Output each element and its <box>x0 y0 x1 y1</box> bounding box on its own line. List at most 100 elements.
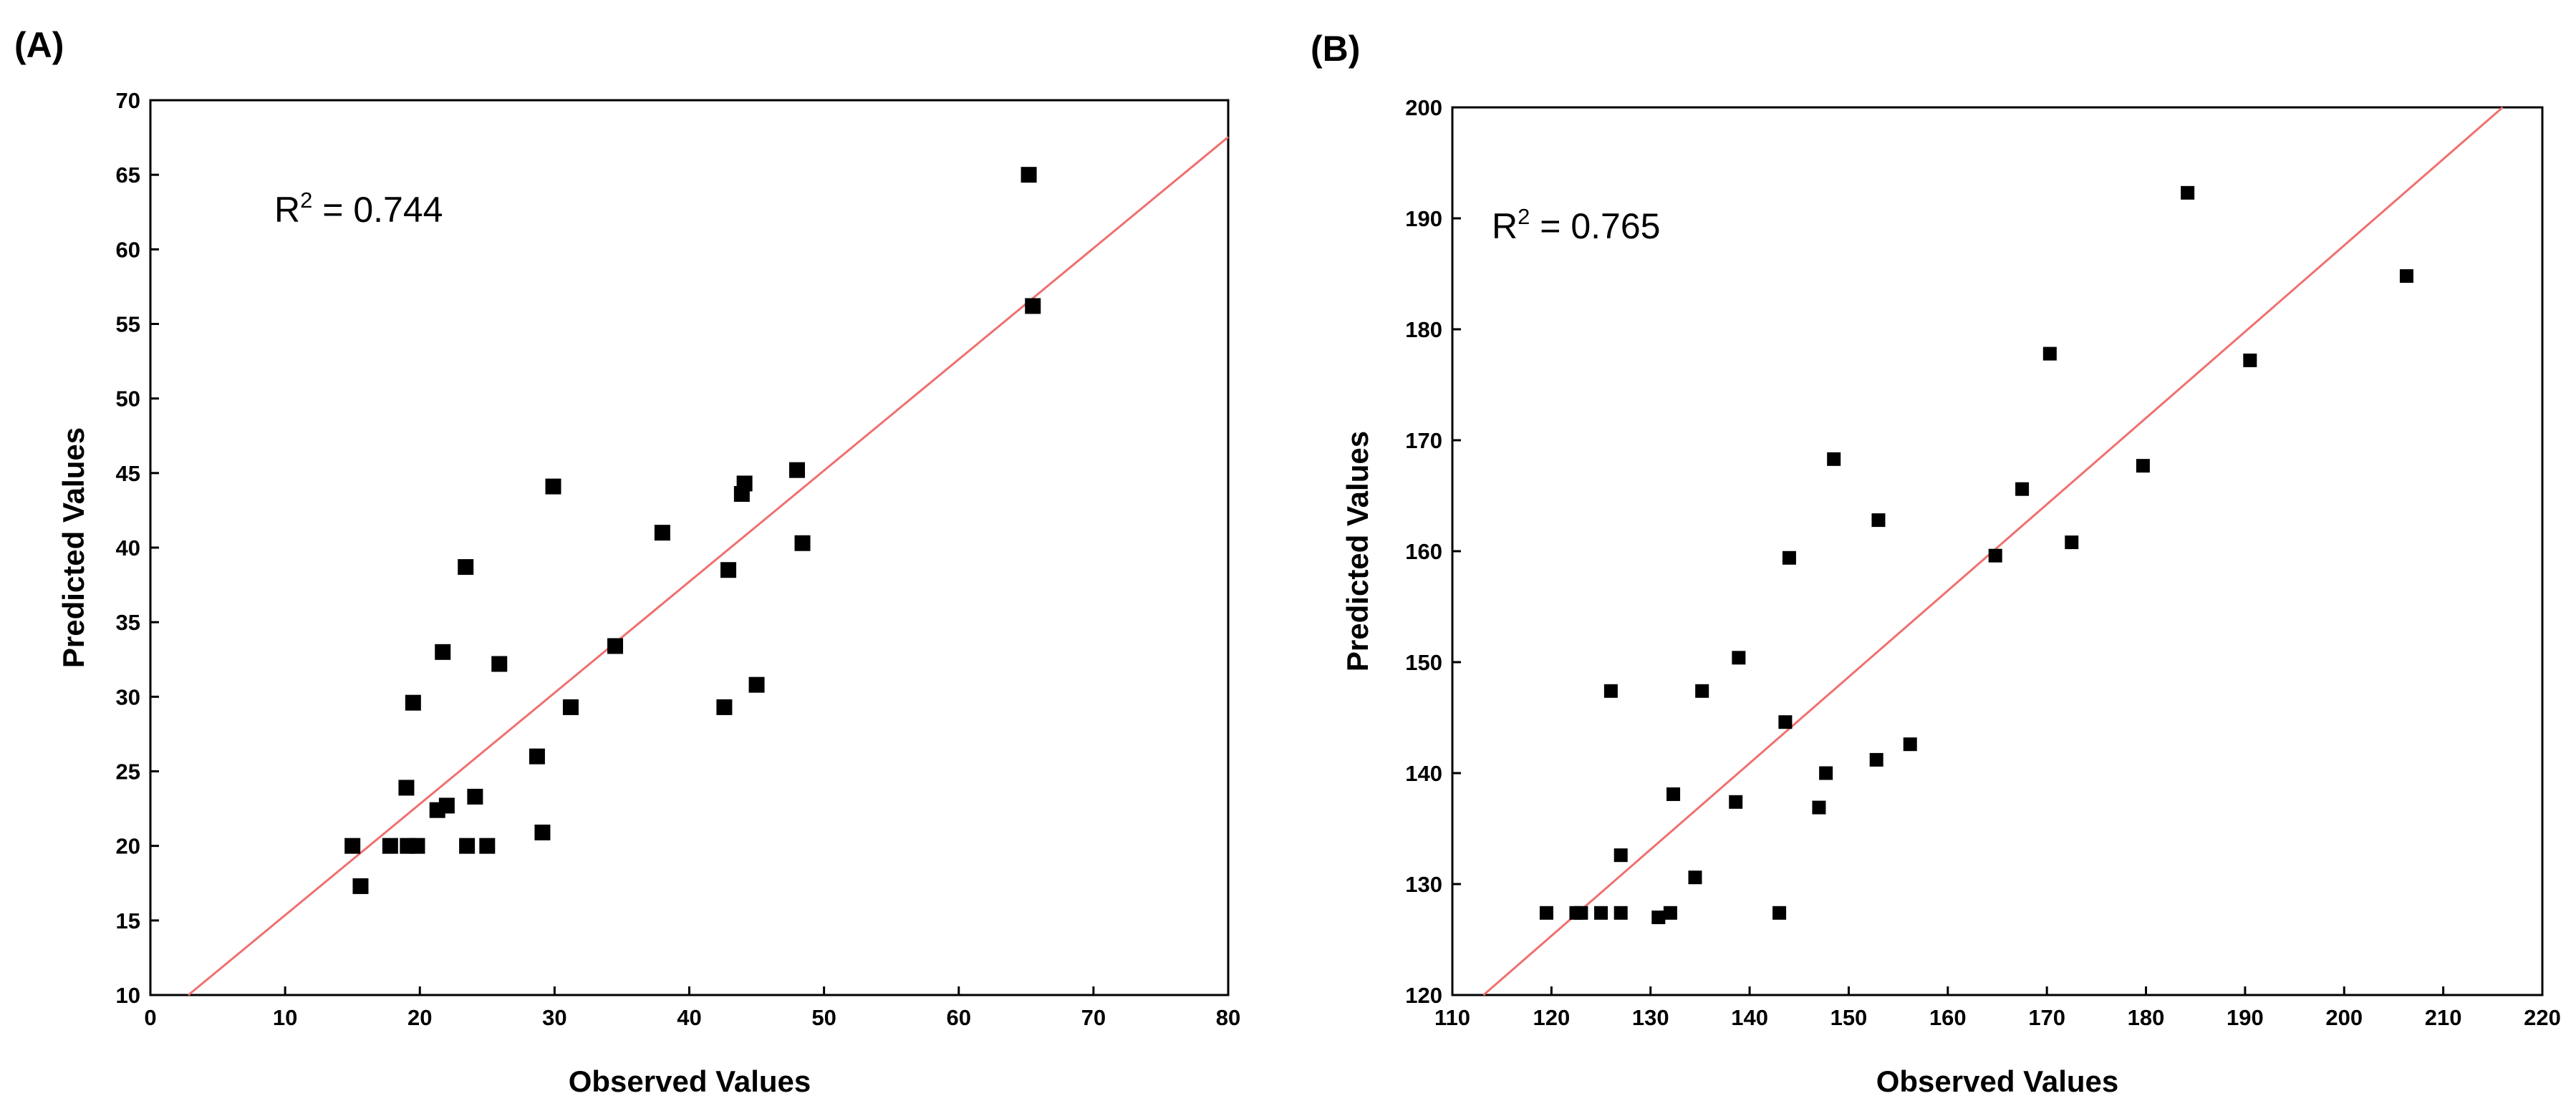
x-tick-label-b-7: 180 <box>2128 1005 2165 1030</box>
data-point-b-19 <box>1827 452 1841 466</box>
y-tick-label-b-1: 130 <box>1405 872 1442 897</box>
data-point-a-0 <box>344 838 361 854</box>
y-tick-label-b-7: 190 <box>1405 206 1442 231</box>
data-points-a <box>344 167 1041 894</box>
data-point-b-22 <box>1903 737 1917 752</box>
data-point-b-5 <box>1613 906 1628 920</box>
chart-panel-b: (B) 110 120 130 140 150 160 170 180 190 200 210 220… <box>1311 29 2561 1098</box>
data-point-a-28 <box>1021 167 1037 183</box>
y-tick-label-a-12: 70 <box>116 88 140 113</box>
x-tick-label-b-9: 200 <box>2325 1005 2363 1030</box>
data-point-a-17 <box>545 478 561 495</box>
r2-annotation-a: R2 = 0.744 <box>274 188 443 230</box>
data-point-b-4 <box>1603 684 1618 698</box>
y-tick-label-b-6: 180 <box>1405 317 1442 342</box>
fit-line-group-a <box>188 136 1229 996</box>
data-point-a-25 <box>748 676 765 693</box>
data-points-b <box>1539 185 2413 924</box>
y-tick-label-b-5: 170 <box>1405 428 1442 453</box>
y-tick-label-a-1: 15 <box>116 908 140 933</box>
r2-label-b: R <box>1492 206 1518 246</box>
data-point-b-26 <box>2065 535 2079 550</box>
data-point-a-9 <box>438 797 455 814</box>
data-point-a-27 <box>794 535 811 551</box>
r2-superscript-a: 2 <box>300 188 312 213</box>
data-point-b-24 <box>2015 482 2030 496</box>
x-tick-label-b-6: 170 <box>2028 1005 2065 1030</box>
data-point-b-16 <box>1782 550 1796 565</box>
data-point-b-0 <box>1539 906 1553 920</box>
data-point-a-19 <box>607 638 624 654</box>
x-tick-label-b-5: 160 <box>1929 1005 1967 1030</box>
x-tick-label-a-5: 50 <box>811 1005 836 1030</box>
data-point-b-25 <box>2042 346 2057 361</box>
x-tick-label-a-6: 60 <box>947 1005 971 1030</box>
y-tick-label-a-7: 45 <box>116 461 140 486</box>
x-tick-label-a-3: 30 <box>542 1005 566 1030</box>
data-point-a-18 <box>562 699 579 715</box>
data-point-a-24 <box>736 475 753 492</box>
r2-value-b: = 0.765 <box>1530 206 1660 246</box>
panel-label-a: (A) <box>14 25 64 65</box>
data-point-b-12 <box>1729 795 1743 809</box>
panel-label-b: (B) <box>1311 29 1360 69</box>
data-point-a-11 <box>459 838 476 854</box>
y-axis-ticks-b: 120 130 140 150 160 170 180 190 200 <box>1405 95 1461 1008</box>
y-tick-label-a-3: 25 <box>116 760 140 785</box>
y-axis-title-b: Predicted Values <box>1341 431 1374 671</box>
r2-annotation-b: R2 = 0.765 <box>1492 204 1660 246</box>
x-tick-label-a-4: 40 <box>677 1005 701 1030</box>
data-point-b-9 <box>1666 787 1681 801</box>
x-tick-label-b-4: 150 <box>1830 1005 1868 1030</box>
data-point-a-8 <box>435 644 451 660</box>
data-point-a-1 <box>352 878 369 894</box>
y-tick-label-a-10: 60 <box>116 237 140 262</box>
data-point-a-6 <box>409 838 425 854</box>
data-point-a-3 <box>398 780 415 796</box>
data-point-b-30 <box>2399 269 2413 283</box>
plot-area-a <box>149 99 1230 996</box>
data-point-b-8 <box>1663 906 1677 920</box>
data-point-a-26 <box>789 462 805 478</box>
y-tick-label-a-8: 50 <box>116 387 140 412</box>
data-point-a-21 <box>716 699 733 715</box>
x-tick-label-a-1: 10 <box>273 1005 297 1030</box>
r2-value-a: = 0.744 <box>312 190 443 230</box>
y-axis-title-a: Predicted Values <box>57 427 90 668</box>
data-point-b-29 <box>2243 353 2257 367</box>
y-tick-label-a-4: 30 <box>116 684 140 709</box>
data-point-a-20 <box>654 525 670 541</box>
data-point-b-15 <box>1778 715 1793 729</box>
data-point-a-29 <box>1025 298 1041 314</box>
y-tick-label-b-2: 140 <box>1405 761 1442 786</box>
data-point-a-16 <box>534 824 551 840</box>
x-axis-title-b: Observed Values <box>1876 1064 2119 1098</box>
data-point-a-15 <box>529 748 545 765</box>
x-axis-ticks-a: 0 10 20 30 40 50 60 70 80 <box>144 986 1240 1030</box>
x-tick-label-b-0: 110 <box>1434 1005 1470 1030</box>
y-tick-label-b-8: 200 <box>1405 95 1442 120</box>
x-tick-label-a-7: 70 <box>1081 1005 1106 1030</box>
data-point-a-14 <box>491 656 508 672</box>
x-tick-label-b-10: 210 <box>2425 1005 2462 1030</box>
y-tick-label-a-9: 55 <box>116 312 140 337</box>
data-point-b-6 <box>1613 848 1628 863</box>
y-tick-label-a-5: 35 <box>116 610 140 635</box>
r2-superscript-b: 2 <box>1518 204 1530 229</box>
data-point-b-7 <box>1651 911 1666 924</box>
data-point-b-10 <box>1688 870 1702 885</box>
r2-label-a: R <box>274 190 300 230</box>
x-tick-label-a-8: 80 <box>1216 1005 1240 1030</box>
x-axis-ticks-b: 110 120 130 140 150 160 170 180 190 200 210 220 <box>1434 986 2561 1030</box>
data-point-b-13 <box>1732 651 1746 665</box>
data-point-a-12 <box>467 788 483 805</box>
fit-line-a <box>188 136 1229 996</box>
y-tick-label-a-11: 65 <box>116 162 140 188</box>
data-point-b-18 <box>1819 766 1833 780</box>
data-point-a-5 <box>405 694 421 711</box>
y-tick-label-a-0: 10 <box>116 983 140 1008</box>
y-axis-ticks-a: 10 15 20 25 30 35 40 45 50 55 60 65 70 <box>116 88 159 1008</box>
x-tick-label-b-2: 130 <box>1632 1005 1669 1030</box>
x-axis-title-a: Observed Values <box>569 1064 811 1098</box>
data-point-b-2 <box>1574 906 1588 920</box>
